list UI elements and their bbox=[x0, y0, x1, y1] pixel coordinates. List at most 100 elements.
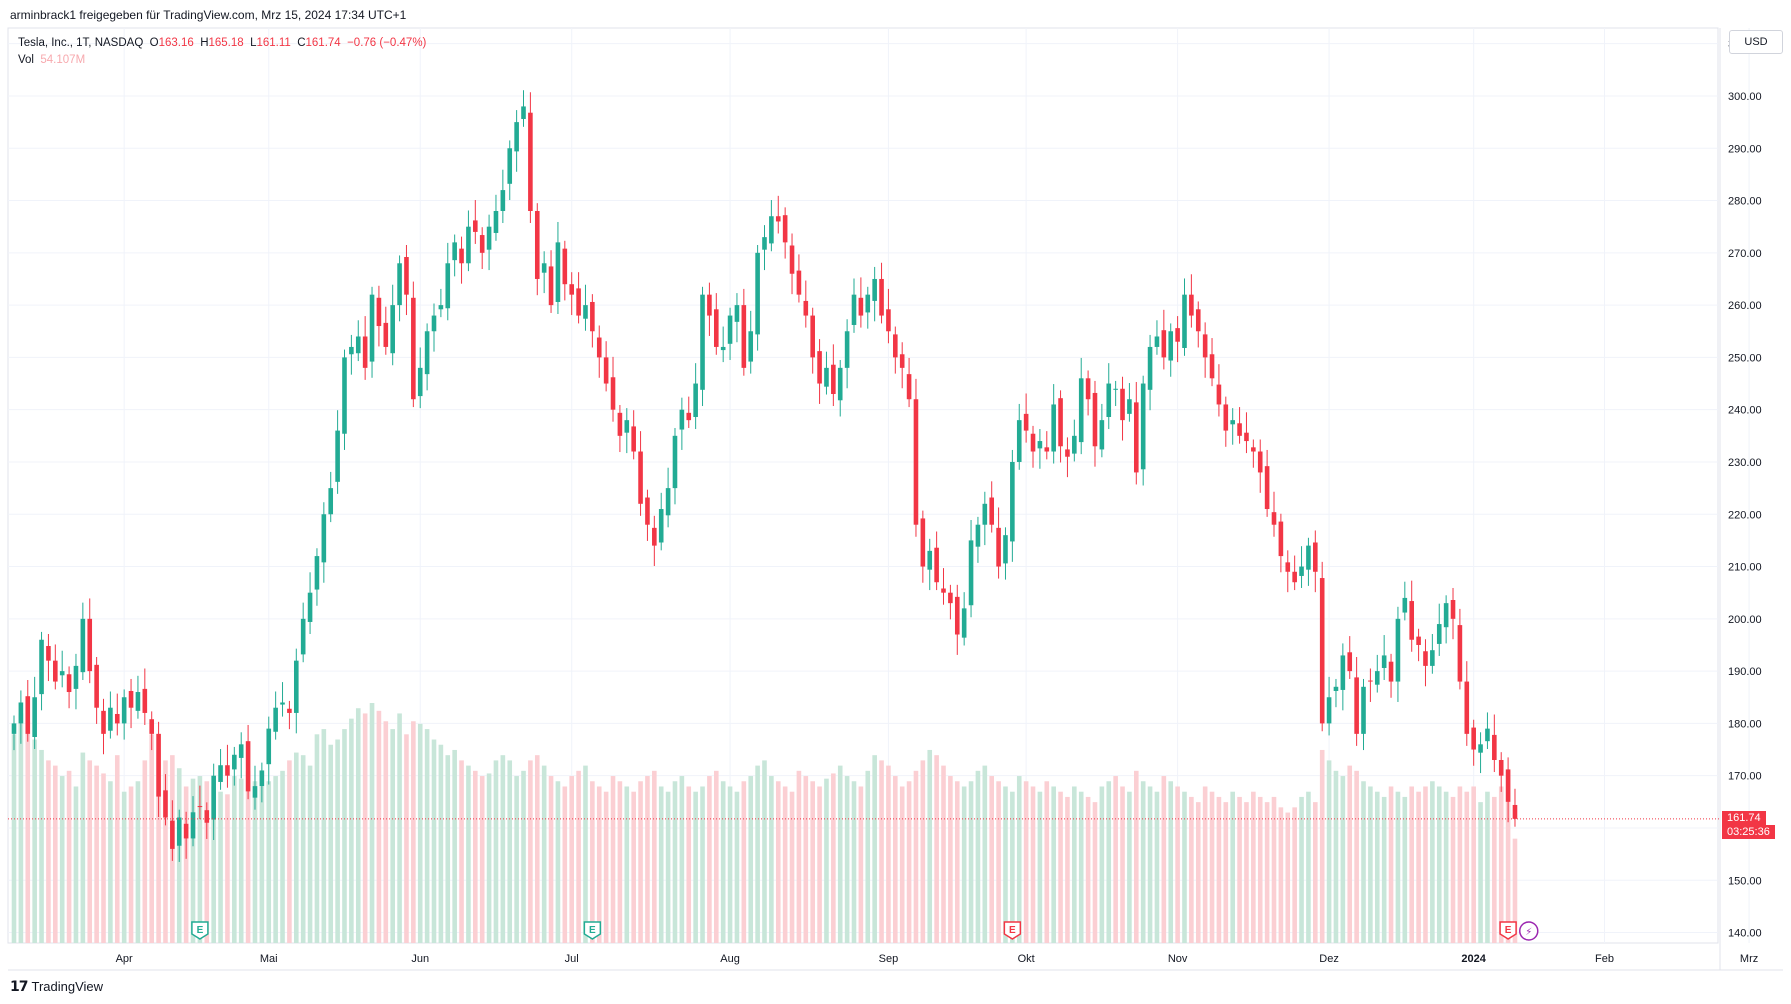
candle-body bbox=[431, 315, 437, 332]
symbol-label[interactable]: Tesla, Inc., 1T, NASDAQ bbox=[18, 37, 144, 49]
volume-bar bbox=[576, 770, 581, 943]
volume-bar bbox=[479, 776, 485, 943]
volume-bar bbox=[837, 765, 843, 943]
volume-bar bbox=[59, 776, 65, 943]
candle-body bbox=[1113, 388, 1118, 390]
volume-bar bbox=[893, 776, 898, 943]
volume-bar bbox=[500, 755, 506, 943]
candle-body bbox=[1409, 601, 1415, 640]
volume-bar bbox=[314, 734, 320, 943]
volume-bar bbox=[1271, 796, 1277, 943]
footer-brand[interactable]: 𝟭𝟳 TradingView bbox=[10, 978, 103, 995]
y-tick-label: 150.00 bbox=[1728, 875, 1762, 887]
volume-bar bbox=[1044, 781, 1050, 943]
candle-body bbox=[438, 305, 444, 310]
candle-body bbox=[1065, 449, 1070, 457]
candle-body bbox=[961, 608, 967, 638]
candle-body bbox=[1003, 535, 1008, 564]
candle-body bbox=[1292, 571, 1297, 583]
volume-bar bbox=[872, 755, 877, 943]
volume-bar bbox=[135, 781, 141, 943]
earnings-marker-label: E bbox=[1009, 925, 1016, 936]
volume-bar bbox=[1464, 791, 1470, 943]
volume-bar bbox=[1099, 786, 1105, 943]
volume-bar bbox=[996, 781, 1001, 943]
candle-body bbox=[1058, 398, 1063, 447]
currency-button[interactable]: USD bbox=[1729, 30, 1783, 54]
candle-body bbox=[245, 741, 251, 792]
volume-bar bbox=[473, 770, 478, 943]
volume-bar bbox=[1113, 776, 1118, 943]
candle-body bbox=[94, 664, 99, 708]
candle-body bbox=[445, 263, 451, 309]
change-value: −0.76 (−0.47%) bbox=[347, 37, 427, 49]
candle-body bbox=[872, 278, 877, 301]
volume-bar bbox=[459, 760, 464, 943]
candle-body bbox=[362, 336, 368, 368]
candle-body bbox=[397, 263, 402, 306]
volume-bar bbox=[335, 739, 340, 943]
brand-label: TradingView bbox=[31, 979, 104, 994]
candle-body bbox=[755, 252, 760, 335]
tradingview-logo-icon: 𝟭𝟳 bbox=[10, 978, 29, 994]
volume-bar bbox=[1313, 802, 1318, 943]
volume-bar bbox=[101, 773, 106, 943]
candle-body bbox=[968, 540, 974, 606]
candle-body bbox=[865, 294, 871, 313]
volume-bar bbox=[300, 755, 306, 943]
volume-bar bbox=[328, 744, 334, 943]
volume-bar bbox=[1140, 781, 1146, 943]
candle-body bbox=[727, 315, 733, 344]
volume-value: 54.107M bbox=[40, 54, 86, 66]
volume-bar bbox=[32, 739, 37, 943]
volume-bar bbox=[1340, 776, 1346, 943]
candle-body bbox=[280, 702, 285, 705]
candle-body bbox=[376, 297, 382, 327]
candle-body bbox=[1306, 545, 1311, 570]
candle-body bbox=[700, 294, 705, 390]
volume-bar bbox=[1457, 786, 1463, 943]
candle-body bbox=[638, 451, 643, 504]
candle-body bbox=[1120, 388, 1125, 421]
close-value: 161.74 bbox=[305, 37, 341, 49]
candle-body bbox=[1478, 744, 1483, 753]
candle-body bbox=[514, 122, 519, 152]
candle-body bbox=[1044, 447, 1050, 452]
volume-bar bbox=[1430, 781, 1435, 943]
volume-bar bbox=[1016, 776, 1022, 943]
candle-body bbox=[1319, 578, 1325, 724]
volume-bar bbox=[1072, 786, 1077, 943]
volume-bar bbox=[631, 791, 636, 943]
volume-bar bbox=[803, 776, 809, 943]
candle-body bbox=[87, 618, 93, 672]
high-label: H bbox=[200, 37, 209, 49]
x-tick-label: Jun bbox=[411, 953, 429, 965]
volume-bar bbox=[1092, 802, 1098, 943]
candle-body bbox=[1216, 384, 1222, 405]
candle-body bbox=[1147, 346, 1153, 390]
y-tick-label: 260.00 bbox=[1728, 300, 1762, 312]
volume-bar bbox=[989, 776, 995, 943]
candle-body bbox=[18, 702, 24, 724]
candle-body bbox=[80, 618, 86, 673]
volume-bar bbox=[1492, 796, 1497, 943]
volume-bar bbox=[46, 760, 51, 943]
candle-body bbox=[11, 723, 17, 734]
candle-body bbox=[259, 770, 265, 787]
candle-body bbox=[32, 697, 37, 737]
volume-label[interactable]: Vol bbox=[18, 54, 34, 66]
candle-body bbox=[101, 710, 106, 734]
volume-bar bbox=[466, 765, 471, 943]
volume-bar bbox=[397, 713, 402, 943]
candle-body bbox=[1395, 618, 1401, 682]
price-axis: 310.00300.00290.00280.00270.00260.00250.… bbox=[1728, 39, 1762, 940]
volume-bar bbox=[225, 794, 230, 943]
volume-bar bbox=[342, 729, 347, 943]
candle-body bbox=[906, 374, 912, 400]
candle-body bbox=[624, 420, 630, 433]
candle-body bbox=[114, 713, 120, 724]
candle-body bbox=[1361, 686, 1366, 734]
candle-body bbox=[300, 618, 306, 655]
volume-bar bbox=[534, 755, 540, 943]
